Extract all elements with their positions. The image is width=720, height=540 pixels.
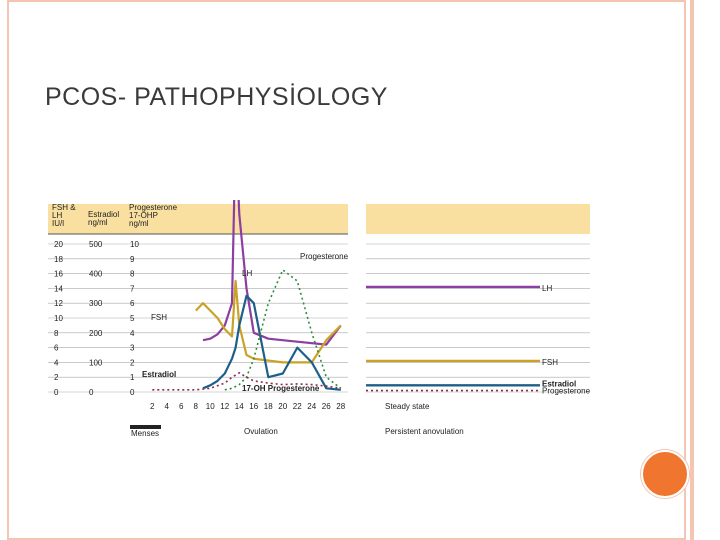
label-lh: LH <box>242 269 252 278</box>
ytick-progesterone: 1 <box>130 373 135 382</box>
xtick-label: 22 <box>293 402 302 411</box>
ytick-fsh-lh: 6 <box>54 344 59 353</box>
lh-line <box>202 131 342 346</box>
fsh-line <box>195 279 342 364</box>
header-fsh-lh-line: IU/l <box>52 219 64 228</box>
ytick-progesterone: 4 <box>130 329 135 338</box>
xtick-label: 14 <box>235 402 244 411</box>
right-label-lh: LH <box>542 284 552 293</box>
ytick-fsh-lh: 18 <box>54 255 63 264</box>
ytick-progesterone: 3 <box>130 344 135 353</box>
annotation-steady-state: Steady state <box>385 402 430 411</box>
slide-frame-bottom <box>7 538 686 540</box>
label-estradiol: Estradiol <box>142 370 176 379</box>
label-progesterone: Progesterone <box>300 252 349 261</box>
ytick-progesterone: 5 <box>130 314 135 323</box>
ytick-fsh-lh: 14 <box>54 284 63 293</box>
label-ohp: 17-OH Progesterone <box>242 384 320 393</box>
right-label-estradiol: Estradiol <box>542 379 576 388</box>
xtick-label: 20 <box>278 402 287 411</box>
slide-frame-right <box>684 0 686 540</box>
menses-bar <box>130 425 161 429</box>
slide-title: PCOS- PATHOPHYSİOLOGY <box>45 83 388 111</box>
ytick-estradiol: 100 <box>89 358 103 367</box>
slide-frame-top <box>7 0 686 2</box>
ytick-fsh-lh: 20 <box>54 240 63 249</box>
xtick-label: 6 <box>179 402 184 411</box>
xtick-label: 26 <box>322 402 331 411</box>
ytick-fsh-lh: 10 <box>54 314 63 323</box>
header-estradiol-line: ng/ml <box>88 218 108 227</box>
ytick-estradiol: 200 <box>89 329 103 338</box>
xtick-label: 4 <box>165 402 170 411</box>
annotation-menses: Menses <box>131 429 159 438</box>
xtick-label: 8 <box>194 402 199 411</box>
ytick-fsh-lh: 2 <box>54 373 59 382</box>
accent-dot <box>641 450 689 498</box>
ytick-fsh-lh: 8 <box>54 329 59 338</box>
ytick-fsh-lh: 0 <box>54 388 59 397</box>
xtick-label: 24 <box>307 402 316 411</box>
estradiol-line <box>202 294 341 391</box>
hormone-chart-svg: FSH &LHIU/lEstradiolng/mlProgesterone17-… <box>48 131 591 438</box>
label-fsh: FSH <box>151 313 167 322</box>
slide-frame-right-band <box>690 0 694 540</box>
annotation-persistent-anovulation: Persistent anovulation <box>385 427 464 436</box>
xtick-label: 18 <box>264 402 273 411</box>
header-fsh-lh-line: LH <box>52 211 62 220</box>
ytick-estradiol: 400 <box>89 270 103 279</box>
ytick-fsh-lh: 16 <box>54 270 63 279</box>
ytick-progesterone: 2 <box>130 358 135 367</box>
hormone-chart: FSH & LH IU/l Estradiol ng/ml Progesterone 17-… <box>48 131 600 445</box>
cycle-chart-panel: FSH &LHIU/lEstradiolng/mlProgesterone17-… <box>48 131 349 438</box>
ytick-progesterone: 8 <box>130 270 135 279</box>
header-estradiol-line: Estradiol <box>88 210 119 219</box>
xtick-label: 28 <box>336 402 345 411</box>
header-progesterone-line: Progesterone <box>129 203 178 212</box>
ytick-progesterone: 9 <box>130 255 135 264</box>
ytick-fsh-lh: 12 <box>54 299 63 308</box>
right-header-band <box>366 204 590 234</box>
xtick-label: 16 <box>249 402 258 411</box>
ytick-progesterone: 7 <box>130 284 135 293</box>
ytick-estradiol: 500 <box>89 240 103 249</box>
ytick-estradiol: 300 <box>89 299 103 308</box>
ytick-fsh-lh: 4 <box>54 358 59 367</box>
xtick-label: 12 <box>220 402 229 411</box>
header-fsh-lh-line: FSH & <box>52 203 76 212</box>
ytick-progesterone: 6 <box>130 299 135 308</box>
header-progesterone-line: 17-OHP <box>129 211 158 220</box>
ytick-estradiol: 0 <box>89 388 94 397</box>
annotation-ovulation: Ovulation <box>244 427 278 436</box>
ytick-progesterone: 10 <box>130 240 139 249</box>
xtick-label: 2 <box>150 402 155 411</box>
xtick-label: 10 <box>206 402 215 411</box>
right-label-progesterone: Progesterone <box>542 387 591 396</box>
header-progesterone-line: ng/ml <box>129 219 149 228</box>
ytick-progesterone: 0 <box>130 388 135 397</box>
right-label-fsh: FSH <box>542 358 558 367</box>
slide-frame-left <box>7 0 9 540</box>
ohp-line <box>152 372 341 391</box>
header-band <box>48 204 348 234</box>
